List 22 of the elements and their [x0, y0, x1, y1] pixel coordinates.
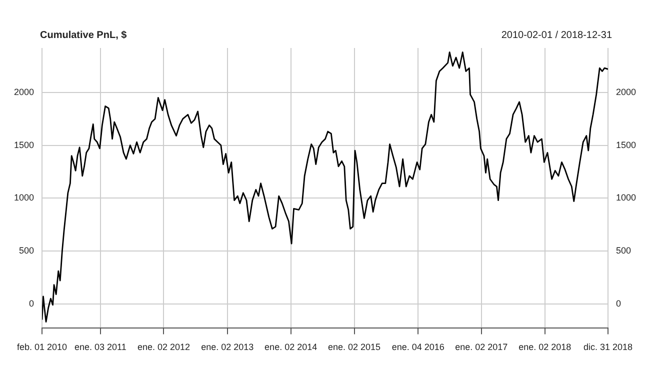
y2-tick-label: 500	[616, 245, 632, 256]
y2-tick-label: 1500	[616, 140, 636, 150]
y-tick-label: 1000	[14, 192, 34, 203]
x-tick-label: feb. 01 2010	[17, 342, 68, 352]
x-tick-label: ene. 02 2017	[455, 342, 508, 352]
y2-tick-label: 2000	[616, 86, 636, 97]
y2-tick-label: 1000	[616, 192, 636, 203]
chart-subtitle: 2010-02-01 / 2018-12-31	[501, 30, 612, 41]
x-tick-label: ene. 02 2014	[264, 342, 318, 352]
x-tick-label: ene. 02 2015	[328, 342, 381, 352]
x-tick-label: ene. 02 2018	[518, 342, 572, 352]
y-tick-label: 500	[18, 245, 34, 256]
x-tick-label: ene. 02 2013	[201, 342, 254, 352]
y-tick-label: 2000	[14, 86, 34, 97]
y2-tick-label: 0	[616, 298, 621, 308]
y-tick-label: 1500	[14, 140, 34, 150]
y-tick-label: 0	[29, 298, 34, 308]
x-tick-label: ene. 04 2016	[392, 342, 444, 352]
x-tick-label: ene. 03 2011	[74, 342, 126, 352]
chart-title: Cumulative PnL, $	[40, 30, 128, 41]
x-tick-label: ene. 02 2012	[137, 342, 190, 352]
x-tick-label: dic. 31 2018	[583, 342, 632, 352]
